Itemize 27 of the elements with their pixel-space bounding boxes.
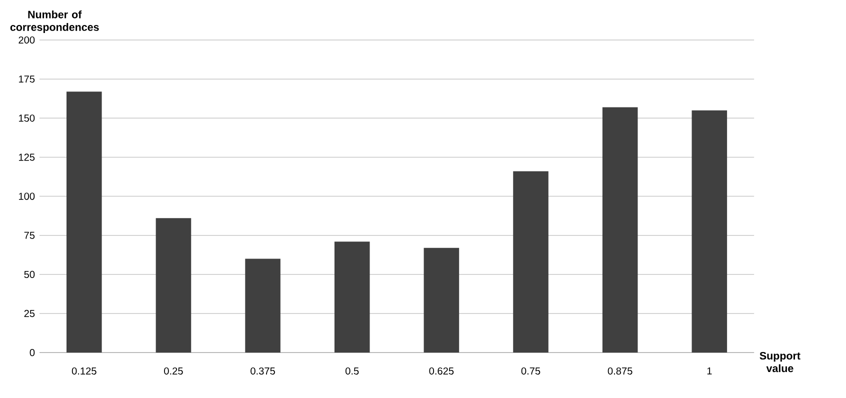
x-tick-label: 0.125: [72, 367, 96, 375]
x-tick-label: 0.75: [521, 367, 540, 375]
bar: [66, 92, 102, 353]
y-tick-label: 75: [24, 232, 35, 239]
bar: [692, 110, 728, 353]
y-tick-label: 25: [24, 310, 35, 318]
x-tick-label: 0.25: [164, 367, 183, 375]
y-tick-label: 100: [18, 192, 35, 200]
y-axis-title: Number of correspondences: [10, 10, 99, 34]
bar: [602, 107, 638, 353]
x-tick-label: 0.625: [429, 367, 454, 375]
y-tick-label: 175: [18, 76, 35, 83]
x-tick-label: 1: [707, 367, 712, 374]
y-tick-label: 0: [30, 349, 35, 356]
y-tick-label: 150: [18, 114, 35, 122]
x-tick-label: 0.875: [608, 367, 632, 375]
y-tick-label: 50: [24, 270, 35, 278]
x-axis-title: Support value: [760, 352, 800, 372]
bar: [245, 258, 280, 353]
x-tick-label: 0.375: [250, 367, 275, 375]
y-tick-label: 125: [18, 154, 35, 161]
y-tick-label: 200: [18, 36, 35, 44]
bar: [424, 248, 460, 353]
bar: [334, 242, 370, 353]
x-tick-label: 0.5: [346, 367, 359, 375]
bar: [513, 171, 548, 353]
bar: [156, 218, 192, 353]
